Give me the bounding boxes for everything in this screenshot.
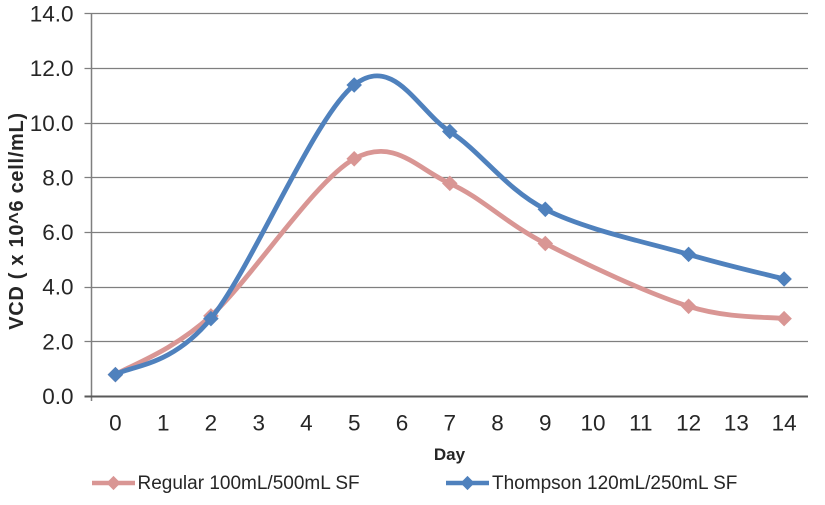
svg-text:12: 12 [676,411,701,436]
svg-text:10: 10 [580,411,605,436]
svg-text:6: 6 [396,411,409,436]
svg-text:9: 9 [539,411,552,436]
svg-text:14: 14 [772,411,797,436]
svg-text:14.0: 14.0 [30,2,74,27]
svg-text:8: 8 [491,411,504,436]
svg-text:4.0: 4.0 [42,275,73,300]
svg-text:2.0: 2.0 [42,329,73,354]
svg-text:2: 2 [205,411,218,436]
svg-text:0: 0 [109,411,122,436]
svg-text:13: 13 [724,411,749,436]
svg-text:3: 3 [252,411,265,436]
svg-text:10.0: 10.0 [30,111,74,136]
svg-text:Thompson 120mL/250mL SF: Thompson 120mL/250mL SF [492,473,737,494]
svg-text:6.0: 6.0 [42,220,73,245]
svg-text:12.0: 12.0 [30,56,74,81]
svg-text:8.0: 8.0 [42,165,73,190]
svg-text:11: 11 [629,411,652,436]
svg-text:1: 1 [157,411,170,436]
svg-text:VCD ( x 10^6 cell/mL): VCD ( x 10^6 cell/mL) [6,112,28,330]
svg-text:Regular 100mL/500mL SF: Regular 100mL/500mL SF [138,473,360,494]
svg-text:Day: Day [434,445,466,464]
svg-text:4: 4 [300,411,313,436]
svg-text:5: 5 [348,411,361,436]
svg-text:7: 7 [444,411,457,436]
svg-text:0.0: 0.0 [42,384,73,409]
